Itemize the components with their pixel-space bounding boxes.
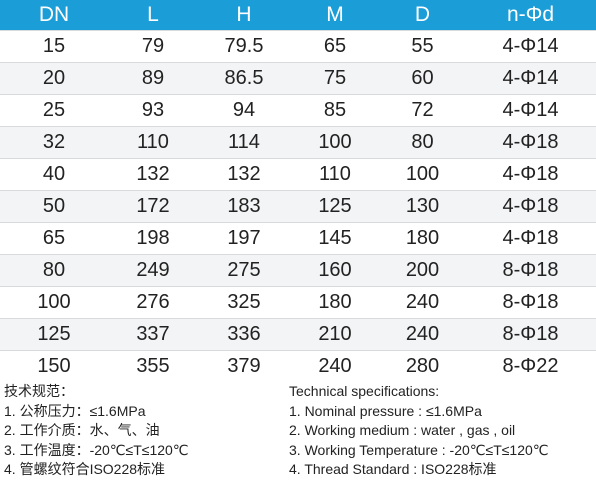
table-cell: 65 bbox=[0, 222, 108, 255]
table-cell: 94 bbox=[198, 94, 290, 127]
table-cell: 240 bbox=[290, 350, 380, 382]
specs-item: 1. 公称压力：≤1.6MPa bbox=[4, 402, 146, 419]
table-cell: 110 bbox=[108, 126, 198, 159]
table-cell: 240 bbox=[380, 318, 465, 351]
table-cell: 80 bbox=[380, 126, 465, 159]
table-cell: 100 bbox=[0, 286, 108, 319]
table-cell: 85 bbox=[290, 94, 380, 127]
table-cell: 4-Φ18 bbox=[465, 222, 596, 255]
table-cell: 25 bbox=[0, 94, 108, 127]
table-cell: 200 bbox=[380, 254, 465, 287]
table-cell: 86.5 bbox=[198, 62, 290, 95]
specs-cn: 技术规范： 1. 公称压力：≤1.6MPa 2. 工作介质：水、气、油 3. 工作温度… bbox=[4, 382, 189, 480]
table-cell: 20 bbox=[0, 62, 108, 95]
table-cell: 280 bbox=[380, 350, 465, 382]
header-cell: DN bbox=[0, 0, 108, 31]
table-cell: 15 bbox=[0, 30, 108, 63]
table-cell: 130 bbox=[380, 190, 465, 223]
table-cell: 150 bbox=[0, 350, 108, 382]
header-cell: H bbox=[198, 0, 290, 31]
table-cell: 60 bbox=[380, 62, 465, 95]
table-cell: 355 bbox=[108, 350, 198, 382]
table-cell: 132 bbox=[108, 158, 198, 191]
table-cell: 93 bbox=[108, 94, 198, 127]
table-cell: 132 bbox=[198, 158, 290, 191]
table-cell: 172 bbox=[108, 190, 198, 223]
table-cell: 4-Φ14 bbox=[465, 62, 596, 95]
table-row: 50 172 183 125 130 4-Φ18 bbox=[0, 190, 596, 223]
table-cell: 65 bbox=[290, 30, 380, 63]
table-cell: 180 bbox=[380, 222, 465, 255]
table-cell: 198 bbox=[108, 222, 198, 255]
table-cell: 4-Φ14 bbox=[465, 94, 596, 127]
table-row: 65 198 197 145 180 4-Φ18 bbox=[0, 222, 596, 255]
table-cell: 8-Φ22 bbox=[465, 350, 596, 382]
table-cell: 80 bbox=[0, 254, 108, 287]
header-cell: L bbox=[108, 0, 198, 31]
table-cell: 110 bbox=[290, 158, 380, 191]
table-cell: 325 bbox=[198, 286, 290, 319]
table-cell: 379 bbox=[198, 350, 290, 382]
table-cell: 197 bbox=[198, 222, 290, 255]
specs-title: Technical specifications: bbox=[289, 383, 440, 399]
specs-item: 4. 管螺纹符合ISO228标准 bbox=[4, 461, 166, 478]
table-cell: 8-Φ18 bbox=[465, 318, 596, 351]
table-cell: 75 bbox=[290, 62, 380, 95]
specs-item: 4. Thread Standard : ISO228标准 bbox=[289, 461, 497, 478]
table-cell: 32 bbox=[0, 126, 108, 159]
header-cell: n-Φd bbox=[465, 0, 596, 31]
table-cell: 72 bbox=[380, 94, 465, 127]
table-cell: 55 bbox=[380, 30, 465, 63]
table-row: 32 110 114 100 80 4-Φ18 bbox=[0, 126, 596, 159]
table-cell: 114 bbox=[198, 126, 290, 159]
header-cell: D bbox=[380, 0, 465, 31]
table-cell: 249 bbox=[108, 254, 198, 287]
table-row: 100 276 325 180 240 8-Φ18 bbox=[0, 286, 596, 319]
table-cell: 4-Φ18 bbox=[465, 158, 596, 191]
table-cell: 8-Φ18 bbox=[465, 254, 596, 287]
table-row: 80 249 275 160 200 8-Φ18 bbox=[0, 254, 596, 287]
specs-item: 2. 工作介质：水、气、油 bbox=[4, 422, 160, 439]
table-cell: 183 bbox=[198, 190, 290, 223]
table-row: 40 132 132 110 100 4-Φ18 bbox=[0, 158, 596, 191]
table-cell: 100 bbox=[380, 158, 465, 191]
specs-item: 3. Working Temperature : -20℃≤T≤120℃ bbox=[289, 441, 549, 458]
table-cell: 275 bbox=[198, 254, 290, 287]
table-row: 15 79 79.5 65 55 4-Φ14 bbox=[0, 30, 596, 63]
table-cell: 337 bbox=[108, 318, 198, 351]
specs-item: 1. Nominal pressure : ≤1.6MPa bbox=[289, 402, 482, 419]
table-cell: 276 bbox=[108, 286, 198, 319]
table-cell: 160 bbox=[290, 254, 380, 287]
table-cell: 4-Φ18 bbox=[465, 190, 596, 223]
table-row: 20 89 86.5 75 60 4-Φ14 bbox=[0, 62, 596, 95]
table-cell: 8-Φ18 bbox=[465, 286, 596, 319]
table-row: 150 355 379 240 280 8-Φ22 bbox=[0, 350, 596, 382]
specs-item: 3. 工作温度：-20℃≤T≤120℃ bbox=[4, 441, 189, 458]
specs-en: Technical specifications: 1. Nominal pres… bbox=[289, 382, 549, 480]
table-cell: 210 bbox=[290, 318, 380, 351]
table-cell: 50 bbox=[0, 190, 108, 223]
table-cell: 4-Φ18 bbox=[465, 126, 596, 159]
table-cell: 79 bbox=[108, 30, 198, 63]
table-cell: 100 bbox=[290, 126, 380, 159]
table-cell: 125 bbox=[0, 318, 108, 351]
specs-item: 2. Working medium : water , gas , oil bbox=[289, 422, 516, 439]
header-cell: M bbox=[290, 0, 380, 31]
table-cell: 79.5 bbox=[198, 30, 290, 63]
table-cell: 125 bbox=[290, 190, 380, 223]
table-body: 15 79 79.5 65 55 4-Φ14 20 89 86.5 75 60 4-Φ14 25 93 94… bbox=[0, 30, 596, 382]
table-cell: 40 bbox=[0, 158, 108, 191]
table-cell: 145 bbox=[290, 222, 380, 255]
table-cell: 336 bbox=[198, 318, 290, 351]
table-cell: 4-Φ14 bbox=[465, 30, 596, 63]
table-cell: 240 bbox=[380, 286, 465, 319]
specs-title: 技术规范： bbox=[4, 383, 74, 399]
table-cell: 89 bbox=[108, 62, 198, 95]
table-row: 25 93 94 85 72 4-Φ14 bbox=[0, 94, 596, 127]
table-row: 125 337 336 210 240 8-Φ18 bbox=[0, 318, 596, 351]
table-cell: 180 bbox=[290, 286, 380, 319]
